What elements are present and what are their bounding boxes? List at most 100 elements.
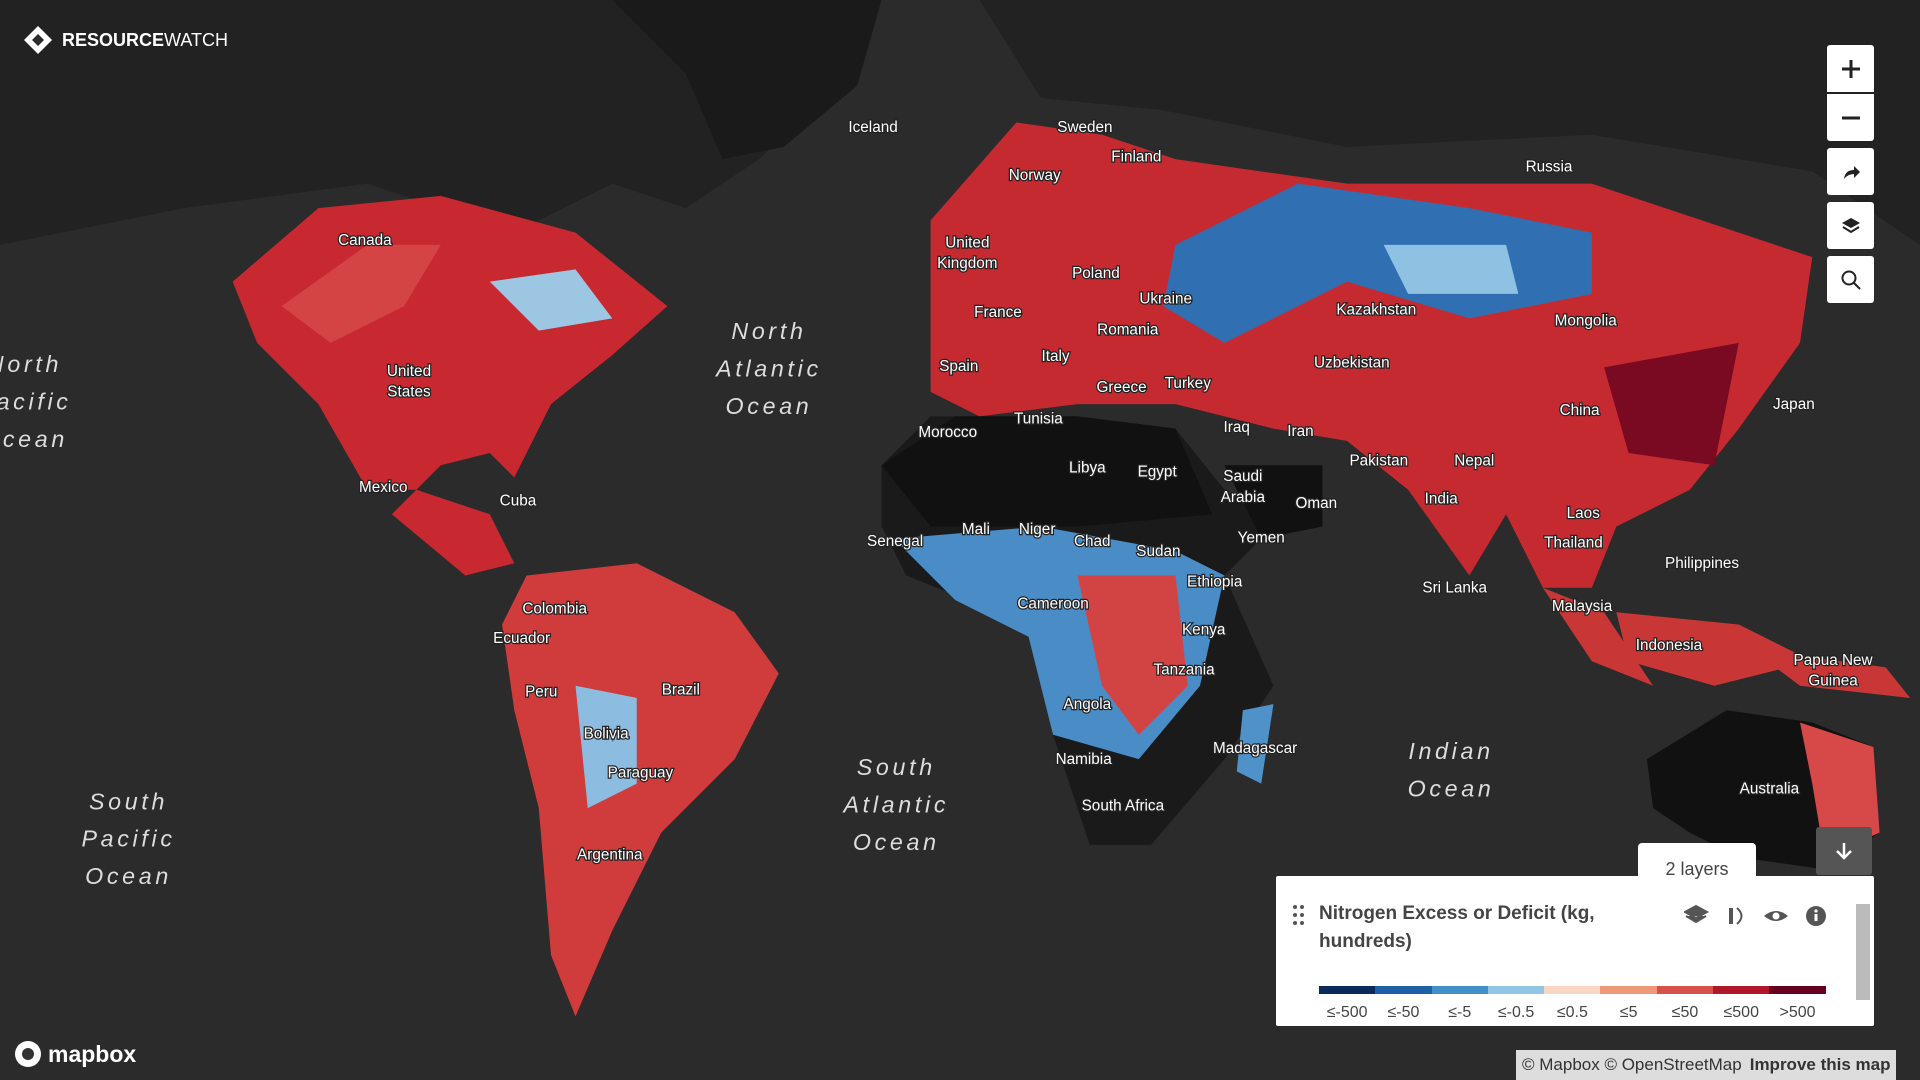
ocean-label: South [857,754,936,780]
ocean-label: North [731,318,806,344]
country-label: Paraguay [608,765,674,782]
country-label: Bolivia [584,725,630,742]
country-label: Tanzania [1153,662,1215,679]
legend-label: >500 [1779,1004,1816,1021]
country-label: Sri Lanka [1422,580,1487,597]
brand-icon [24,26,52,54]
zoom-out[interactable] [1827,94,1874,141]
country-label: Indonesia [1636,637,1703,654]
country-label: Angola [1064,696,1112,713]
country-label: Ethiopia [1187,574,1243,591]
ocean-label: Indian [1408,738,1493,764]
country-label: Niger [1019,521,1056,538]
ocean-label: South [89,788,168,814]
layers-button[interactable] [1684,904,1710,924]
basemap[interactable] [1827,202,1874,249]
data-layer [232,122,1911,1017]
country-label: Malaysia [1552,598,1613,615]
icon [1836,843,1852,860]
country-label: Argentina [577,847,643,864]
country-label: Colombia [522,600,587,617]
legend-swatch [1769,986,1826,994]
country-label: Iran [1287,423,1313,440]
icon [1841,59,1860,78]
country-label: Ecuador [493,630,550,647]
collapse-legend[interactable] [1816,827,1872,875]
country-label: Australia [1740,780,1800,797]
improve-link[interactable]: Improve this map [1749,1055,1891,1074]
legend-label: ≤50 [1671,1004,1699,1021]
country-label: India [1425,490,1459,507]
legend-label: ≤-0.5 [1497,1004,1535,1021]
legend-swatch [1713,986,1770,994]
country-label: Arabia [1221,489,1266,506]
country-label: Sudan [1136,543,1180,560]
country-label: Saudi [1223,468,1262,485]
country-label: Italy [1041,348,1069,365]
legend-label: ≤-50 [1387,1004,1420,1021]
legend-swatch [1319,986,1376,994]
mapbox-text: mapbox [48,1040,137,1067]
legend-bar [1319,986,1826,994]
country-label: Mali [962,521,990,538]
search[interactable] [1827,256,1874,303]
brand-light: WATCH [164,29,228,50]
country-label: Tunisia [1014,411,1063,428]
icon [1841,270,1861,290]
drag-handle[interactable] [1292,904,1306,928]
country-label: Iraq [1224,419,1250,436]
country-label: Nepal [1454,452,1494,469]
legend-swatch [1487,986,1545,994]
ocean-label: Ocean [853,829,940,855]
basemap-land [0,0,1920,245]
brand[interactable]: RESOURCEWATCH [22,24,228,56]
share[interactable] [1827,148,1874,195]
country-label: Oman [1295,495,1337,512]
country-label: Egypt [1138,463,1178,480]
legend-label: ≤-5 [1448,1004,1472,1021]
legend-swatch [1656,986,1714,994]
ocean-label: North [0,351,62,377]
country-label: Kingdom [937,255,997,272]
legend: Nitrogen Excess or Deficit (kg, hundreds… [1276,876,1874,1026]
legend-title: Nitrogen Excess or Deficit (kg, hundreds… [1319,903,1595,952]
zoom-in[interactable] [1827,45,1874,92]
country-label: Morocco [918,424,977,441]
mapbox-logo[interactable]: mapbox [14,1040,136,1068]
country-label: Romania [1097,321,1159,338]
country-label: Brazil [662,681,700,698]
country-label: United [387,363,431,380]
country-label: Libya [1069,460,1106,477]
country-label: Namibia [1056,751,1113,768]
country-label: Peru [525,684,557,701]
country-label: Sweden [1057,119,1112,136]
country-label: Norway [1009,167,1061,184]
country-label: Mexico [359,479,407,496]
country-label: Iceland [848,119,897,136]
ocean-label: Atlantic [714,356,822,382]
scrollbar[interactable] [1856,904,1870,1000]
ocean-label: Ocean [0,426,68,452]
country-label: Spain [939,358,978,375]
country-label: Laos [1567,505,1601,522]
country-label: Japan [1773,396,1815,413]
legend-label: ≤0.5 [1556,1004,1588,1021]
legend-label: ≤5 [1619,1004,1638,1021]
opacity-button[interactable] [1729,908,1733,924]
country-label: Papua New [1794,652,1874,669]
country-label: France [974,304,1022,321]
country-label: Pakistan [1349,452,1408,469]
country-label: Turkey [1165,375,1212,392]
country-label: Mongolia [1555,313,1618,330]
country-label: Greece [1097,379,1147,396]
ocean-label: Ocean [1408,776,1495,802]
ocean-label: Pacific [0,389,72,415]
legend-label: ≤-500 [1326,1004,1368,1021]
legend-swatch [1544,986,1601,994]
country-label: States [387,384,431,401]
map-labels: Iceland Sweden Finland Norway Russia Canada Un… [0,118,1875,889]
legend-swatch [1431,986,1488,994]
layers-tooltip: 2 layers [1638,843,1756,895]
